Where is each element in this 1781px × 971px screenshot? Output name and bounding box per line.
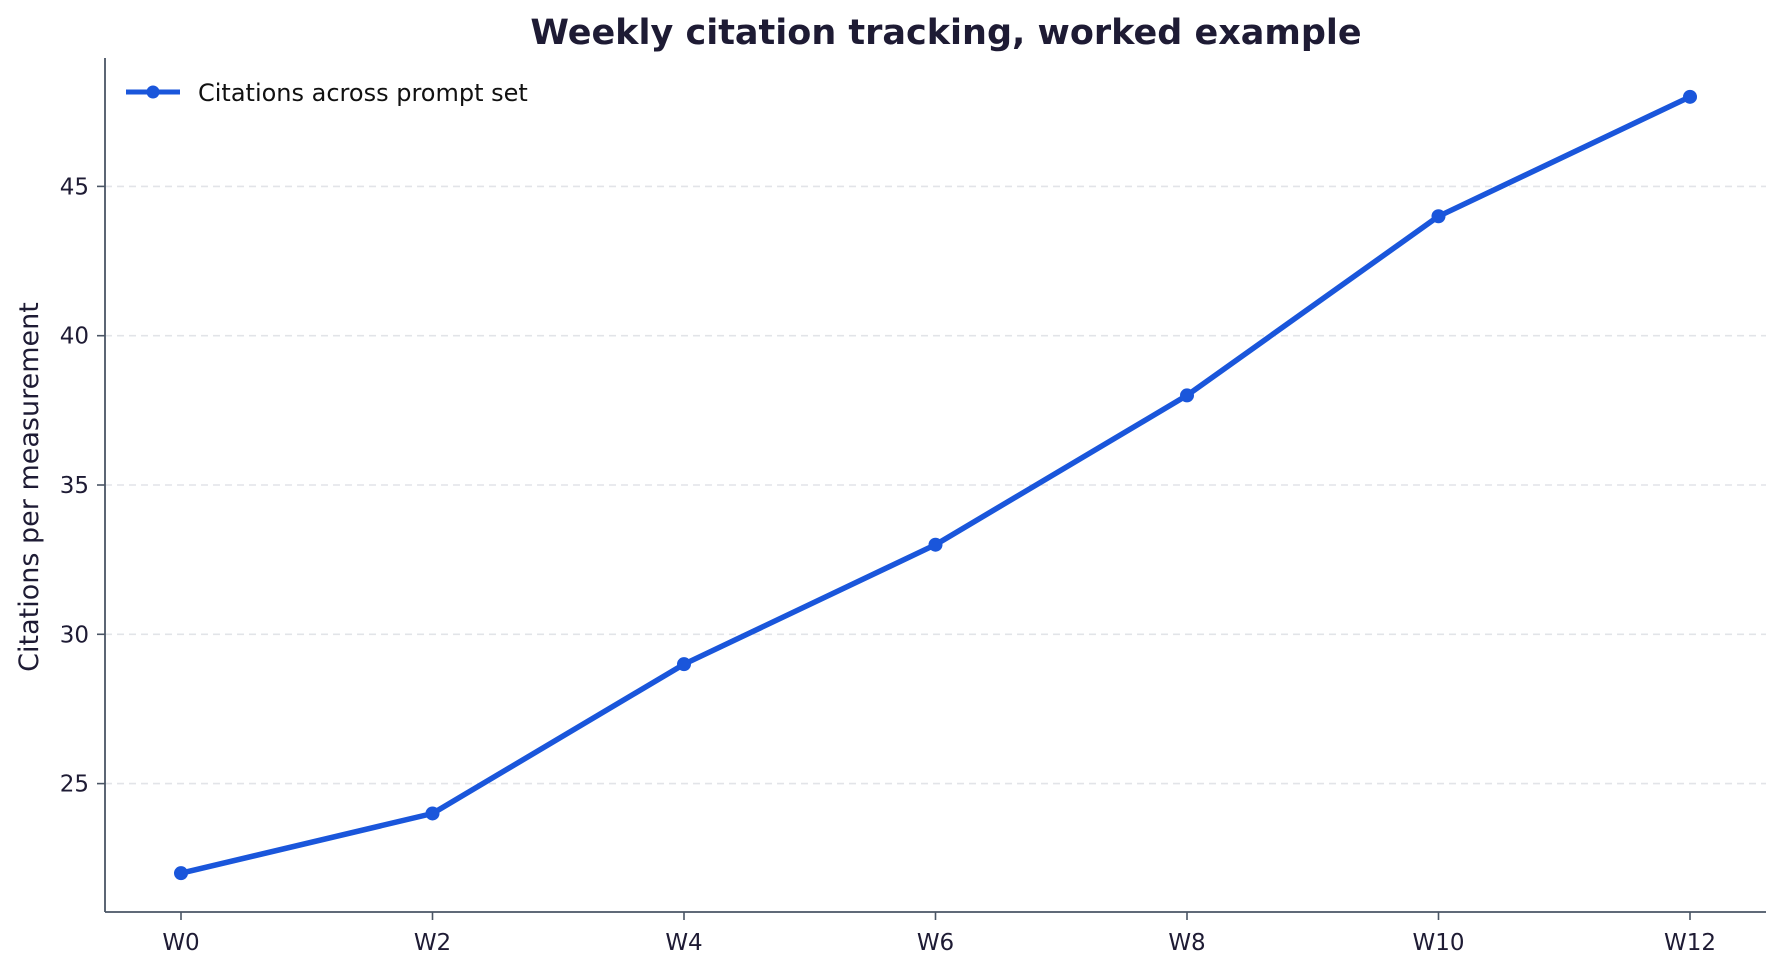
x-tick-label: W10 bbox=[1412, 930, 1464, 956]
y-tick-label: 25 bbox=[60, 772, 89, 798]
x-tick-label: W4 bbox=[665, 930, 702, 956]
data-point bbox=[928, 537, 943, 552]
y-axis-label: Citations per measurement bbox=[14, 302, 45, 672]
y-tick-label: 35 bbox=[60, 473, 89, 499]
legend-marker bbox=[146, 85, 160, 99]
legend-label: Citations across prompt set bbox=[198, 79, 528, 107]
series bbox=[174, 89, 1697, 881]
data-point bbox=[677, 657, 691, 672]
data-point bbox=[1683, 89, 1697, 104]
gridlines bbox=[105, 185, 1766, 785]
data-point bbox=[1180, 388, 1194, 403]
x-tick-label: W6 bbox=[917, 930, 954, 956]
x-tick-label: W8 bbox=[1168, 930, 1205, 956]
data-point bbox=[1431, 209, 1446, 224]
y-axis-ticks: 25 30 35 40 45 bbox=[60, 174, 105, 798]
x-tick-label: W2 bbox=[414, 930, 451, 956]
legend: Citations across prompt set bbox=[126, 79, 528, 107]
data-point bbox=[174, 866, 188, 881]
x-tick-label: W0 bbox=[162, 930, 199, 956]
chart-title: Weekly citation tracking, worked example bbox=[530, 13, 1361, 53]
x-tick-label: W12 bbox=[1664, 930, 1716, 956]
x-axis-ticks: W0 W2 W4 W6 W8 W10 W12 bbox=[162, 912, 1716, 956]
y-tick-label: 40 bbox=[60, 324, 89, 350]
y-tick-label: 30 bbox=[60, 622, 89, 648]
y-tick-label: 45 bbox=[60, 174, 89, 200]
data-point bbox=[425, 806, 440, 821]
